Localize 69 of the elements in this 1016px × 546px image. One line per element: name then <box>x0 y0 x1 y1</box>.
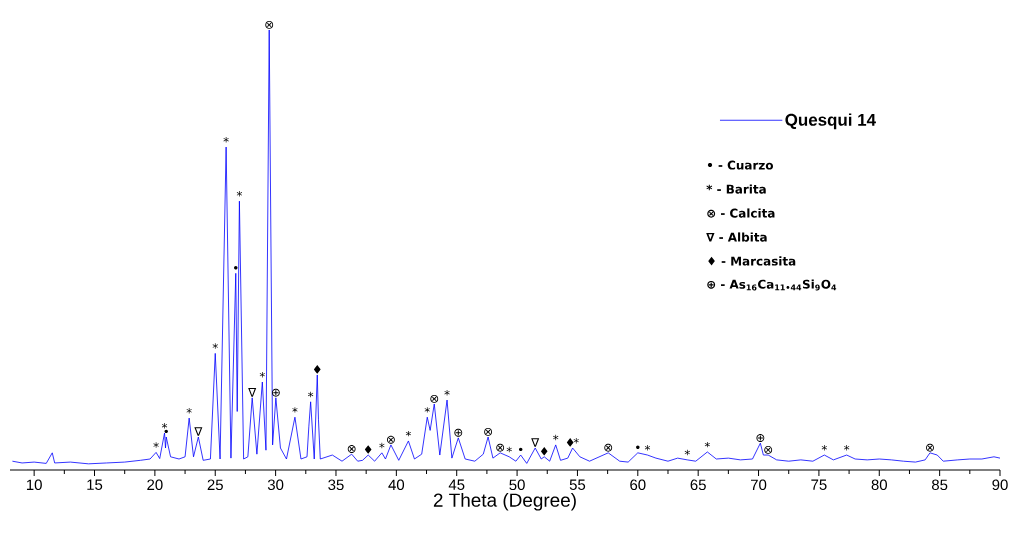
annotation: * <box>821 444 827 451</box>
annotation: • <box>164 429 168 434</box>
annotation: ⊕ <box>271 388 280 397</box>
annotation: * <box>704 441 710 448</box>
annotation: ♦ <box>540 446 548 456</box>
annotation: ♦ <box>566 438 574 447</box>
annotation: * <box>405 430 412 437</box>
x-tick-label: 90 <box>992 479 1008 491</box>
x-tick-label: 85 <box>931 479 948 491</box>
annotation: ⊗ <box>604 443 613 452</box>
x-tick-label: 20 <box>147 479 163 491</box>
annotation: ⊕ - As$_{16}$Ca$_{11•44}$Si$_{9}$O$_{4}$ <box>707 279 837 291</box>
annotation: * <box>292 407 298 413</box>
annotation: * <box>223 136 229 143</box>
annotation: * <box>153 442 159 448</box>
x-tick-label: 45 <box>448 479 465 490</box>
annotation: • <box>636 445 640 449</box>
annotation: * <box>444 389 450 396</box>
annotation: ⊗ <box>430 394 439 403</box>
annotation: ⊗ <box>265 20 274 29</box>
annotation: ♦ <box>364 445 372 454</box>
annotation: * <box>186 408 192 414</box>
annotation: * <box>236 191 243 197</box>
annotation: ⊗ <box>387 435 395 444</box>
x-tick-label: 70 <box>751 479 767 491</box>
annotation: ∇ <box>531 438 540 447</box>
annotation: ⊗ <box>347 445 356 453</box>
annotation: ♦ <box>313 365 321 374</box>
annotation: • <box>518 447 523 452</box>
x-tick-label: 25 <box>207 479 223 491</box>
annotation: ∇ - Albita <box>706 232 767 242</box>
annotation: * <box>844 444 850 451</box>
annotation: * <box>684 449 690 456</box>
x-tick-label: 10 <box>26 479 42 491</box>
annotation: * <box>379 442 385 449</box>
annotation: * <box>424 407 430 413</box>
annotation: ⊕ <box>756 434 765 442</box>
annotation: ⊗ <box>926 443 934 452</box>
annotation: ⊗ <box>484 427 493 436</box>
x-tick-label: 80 <box>871 479 887 491</box>
annotation: * <box>506 446 512 453</box>
annotation: ⊕ <box>454 428 463 437</box>
x-axis-title: 2 Theta (Degree) <box>433 492 576 511</box>
annotation: * <box>161 422 168 429</box>
x-tick-label: 15 <box>87 479 103 490</box>
annotation: * - Barita <box>706 184 766 194</box>
annotation: ♦ - Marcasita <box>708 256 796 266</box>
annotation: * <box>259 371 265 378</box>
annotation: ⊗ <box>496 443 505 452</box>
annotation: * <box>307 391 314 398</box>
annotation: * <box>553 434 559 441</box>
annotation: * <box>644 444 651 451</box>
legend-label: Quesqui 14 <box>785 113 876 130</box>
annotation: ∇ <box>248 388 257 397</box>
x-tick-label: 30 <box>267 479 284 491</box>
annotation: ∇ <box>194 427 203 436</box>
x-tick-label: 55 <box>569 479 586 490</box>
annotation: ⊗ - Calcita <box>707 208 775 218</box>
x-tick-label: 75 <box>811 479 827 490</box>
x-tick-label: 40 <box>388 479 405 491</box>
annotation: * <box>212 343 218 349</box>
x-tick-label: 50 <box>509 479 525 491</box>
annotation: • - Cuarzo <box>707 160 774 170</box>
x-tick-label: 60 <box>630 479 646 491</box>
annotation: • <box>234 265 238 270</box>
annotation: * <box>573 437 579 444</box>
x-tick-label: 35 <box>328 479 344 491</box>
annotation: ⊗ <box>764 445 773 454</box>
x-tick-label: 65 <box>690 479 706 491</box>
